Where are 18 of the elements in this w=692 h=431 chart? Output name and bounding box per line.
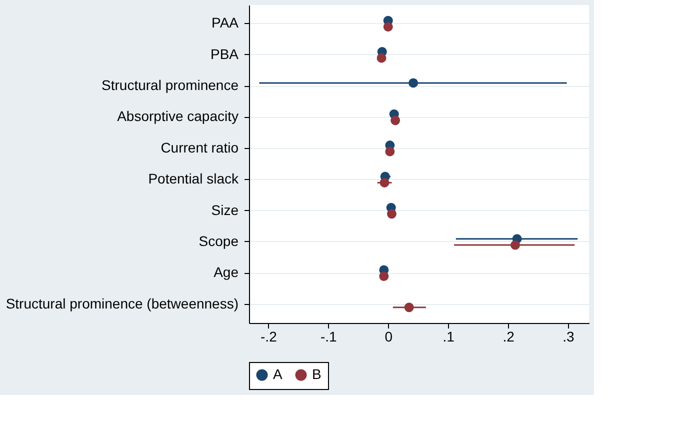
y-tick-label: Scope bbox=[198, 232, 239, 249]
y-tick-label: Absorptive capacity bbox=[117, 108, 238, 124]
x-tick-label: .2 bbox=[502, 328, 515, 344]
x-tick-label: .1 bbox=[442, 328, 455, 344]
x-tick-label: -.1 bbox=[320, 328, 338, 344]
legend-label: B bbox=[312, 366, 322, 382]
y-tick-label: Potential slack bbox=[148, 170, 240, 187]
y-tick-label: Structural prominence bbox=[102, 77, 239, 94]
y-tick-label: Age bbox=[214, 264, 239, 280]
x-tick-label: .3 bbox=[562, 328, 575, 344]
x-tick-label: 0 bbox=[384, 328, 393, 344]
legend-label: A bbox=[273, 366, 283, 382]
y-tick-label: Structural prominence (betweenness) bbox=[6, 295, 238, 312]
y-tick-label: Current ratio bbox=[160, 139, 239, 156]
y-tick-label: Size bbox=[211, 202, 239, 218]
x-tick-label: -.2 bbox=[260, 328, 278, 344]
y-tick-label: PAA bbox=[212, 14, 240, 31]
y-tick-label: PBA bbox=[210, 46, 240, 62]
